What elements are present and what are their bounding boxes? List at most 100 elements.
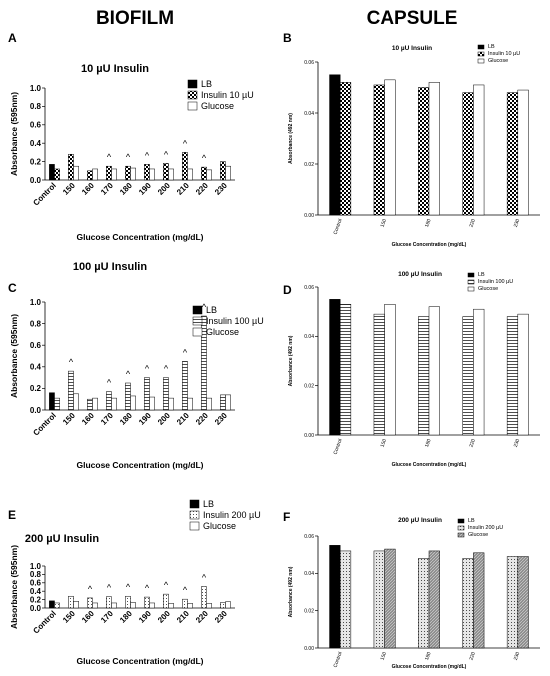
- y-tick-label: 0.4: [30, 139, 42, 148]
- significance-mark: ^: [164, 364, 169, 374]
- bar: [384, 304, 396, 436]
- y-tick-label: 0.06: [304, 60, 314, 66]
- bar: [68, 595, 74, 609]
- legend-swatch: [189, 521, 200, 531]
- bar: [130, 395, 136, 411]
- x-tick-label: 150: [380, 651, 389, 661]
- y-tick-label: 0.0: [30, 604, 42, 613]
- bar: [92, 168, 98, 181]
- x-tick-label: 180: [424, 651, 433, 661]
- y-tick-label: 0.8: [30, 319, 42, 328]
- significance-mark: ^: [164, 149, 169, 159]
- significance-mark: ^: [145, 364, 150, 374]
- bar: [462, 316, 474, 436]
- x-tick-label: Control: [31, 411, 57, 437]
- bar: [187, 397, 193, 411]
- y-tick-label: 0.06: [304, 534, 314, 540]
- legend-swatch: [187, 101, 198, 111]
- bar: [473, 308, 485, 436]
- legend-swatch: [192, 305, 203, 315]
- bar: [49, 392, 55, 411]
- legend-label: Glucose: [478, 286, 498, 292]
- legend-label: LB: [468, 518, 475, 524]
- panel-letter: D: [283, 283, 292, 297]
- significance-mark: ^: [107, 152, 112, 162]
- bar: [168, 603, 174, 609]
- bar: [87, 398, 93, 411]
- bar: [68, 153, 74, 181]
- bar: [182, 598, 188, 609]
- y-tick-label: 0.6: [30, 579, 42, 588]
- bar: [384, 79, 396, 216]
- x-tick-label: Control: [333, 438, 344, 455]
- bar: [92, 397, 98, 411]
- bar: [111, 602, 117, 609]
- y-tick-label: 0.02: [304, 162, 314, 168]
- chart-title: 10 µU Insulin: [392, 45, 432, 52]
- legend-label: LB: [203, 499, 214, 509]
- y-tick-label: 0.04: [304, 111, 314, 117]
- y-tick-label: 0.00: [304, 646, 314, 652]
- x-tick-label: 200: [156, 609, 172, 625]
- x-axis-label: Glucose Concentration (mg/dL): [392, 242, 467, 248]
- y-tick-label: 0.02: [304, 383, 314, 389]
- legend-label: LB: [206, 305, 217, 315]
- legend-label: Insulin 200 µU: [468, 525, 503, 531]
- y-tick-label: 0.04: [304, 571, 314, 577]
- bar: [339, 550, 352, 649]
- y-tick-label: 0.4: [30, 587, 42, 596]
- y-tick-label: 0.6: [30, 341, 42, 350]
- y-tick-label: 0.6: [30, 121, 42, 130]
- significance-mark: ^: [126, 582, 131, 592]
- x-tick-label: 180: [424, 218, 433, 228]
- bar: [418, 558, 430, 649]
- bar: [373, 84, 385, 216]
- x-tick-label: 220: [194, 181, 210, 197]
- bar: [225, 601, 231, 609]
- x-tick-label: 220: [194, 609, 210, 625]
- bar: [329, 74, 341, 216]
- significance-mark: ^: [202, 573, 207, 583]
- y-tick-label: 1.0: [30, 562, 42, 571]
- bar: [125, 165, 131, 181]
- x-tick-label: 230: [213, 411, 229, 427]
- bar: [54, 602, 60, 609]
- bar: [201, 166, 207, 181]
- legend-swatch: [477, 51, 485, 57]
- significance-mark: ^: [202, 153, 207, 163]
- x-axis-label: Glucose Concentration (mg/dL): [76, 460, 203, 470]
- bar: [473, 552, 485, 649]
- column-title: CAPSULE: [367, 8, 458, 29]
- y-tick-label: 0.2: [30, 384, 42, 393]
- legend-label: LB: [201, 79, 212, 89]
- bar: [428, 306, 440, 436]
- y-axis-label: Absorbance (595nm): [9, 545, 19, 629]
- bar: [73, 393, 79, 411]
- significance-mark: ^: [126, 152, 131, 162]
- bar: [106, 165, 112, 181]
- legend-label: Glucose: [201, 101, 234, 111]
- bar: [462, 92, 474, 216]
- y-tick-label: 0.0: [30, 406, 42, 415]
- significance-mark: ^: [107, 378, 112, 388]
- y-tick-label: 0.8: [30, 102, 42, 111]
- bar: [206, 397, 212, 411]
- legend-swatch: [457, 518, 465, 524]
- x-tick-label: 230: [513, 438, 522, 448]
- y-tick-label: 0.4: [30, 363, 42, 372]
- bar: [163, 163, 169, 181]
- bar: [106, 596, 112, 609]
- x-tick-label: Control: [31, 181, 57, 207]
- bar: [73, 165, 79, 181]
- significance-mark: ^: [202, 302, 207, 312]
- x-tick-label: 200: [156, 181, 172, 197]
- bar: [168, 397, 174, 411]
- x-tick-label: 150: [380, 438, 389, 448]
- bar: [339, 82, 352, 216]
- panel-letter: E: [8, 508, 16, 522]
- legend-swatch: [192, 327, 203, 337]
- x-axis-label: Glucose Concentration (mg/dL): [76, 232, 203, 242]
- y-tick-label: 0.06: [304, 285, 314, 291]
- y-tick-label: 1.0: [30, 298, 42, 307]
- x-tick-label: 180: [118, 411, 134, 427]
